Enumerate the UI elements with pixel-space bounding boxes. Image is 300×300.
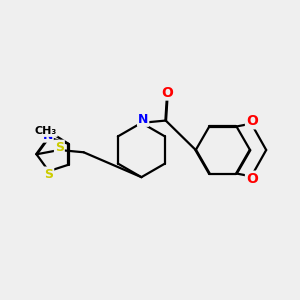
Text: S: S [55, 141, 64, 154]
Text: O: O [246, 172, 258, 186]
Text: N: N [138, 113, 148, 126]
Text: O: O [246, 114, 258, 128]
Text: N: N [42, 129, 53, 142]
Text: S: S [44, 167, 53, 181]
Text: O: O [161, 85, 173, 100]
Text: CH₃: CH₃ [34, 126, 57, 136]
